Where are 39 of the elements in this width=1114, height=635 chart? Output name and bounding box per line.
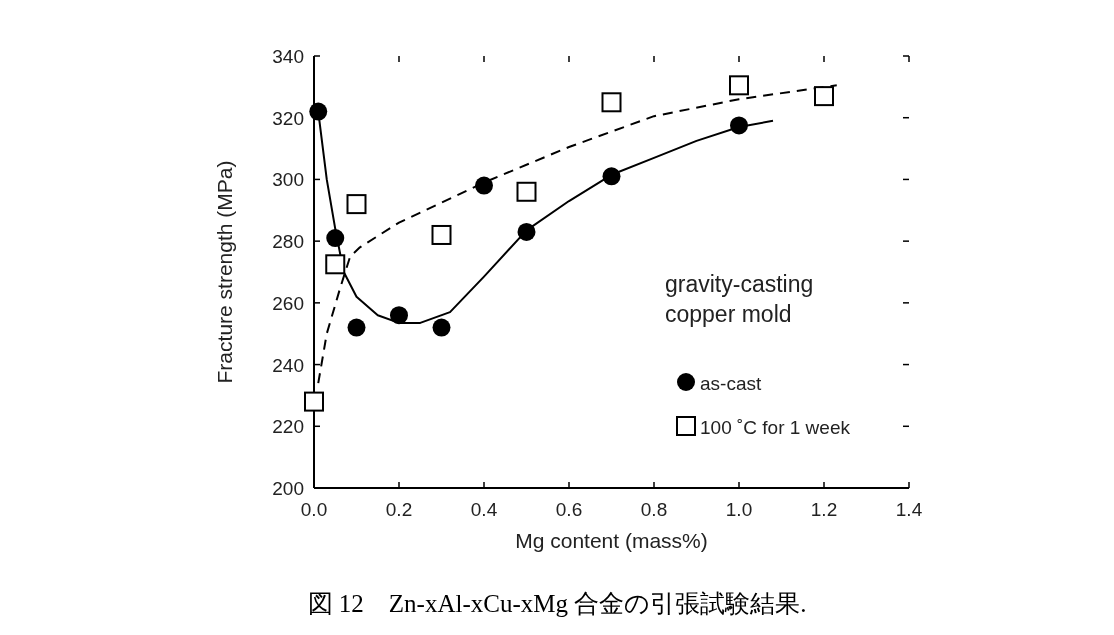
point [602, 167, 621, 186]
x-tick-label: 0.0 [300, 499, 328, 520]
point [601, 92, 622, 113]
point [346, 194, 367, 215]
point [326, 229, 345, 248]
point [516, 181, 537, 202]
point [432, 318, 451, 337]
y-tick-label: 280 [272, 231, 304, 253]
legend-label: as-cast [700, 373, 762, 394]
x-tick-label: 0.2 [385, 499, 413, 520]
annotation: gravity-casting copper mold [665, 271, 814, 327]
point [730, 116, 748, 135]
x-tick-label: 0.4 [470, 499, 498, 520]
y-tick-label: 300 [272, 169, 304, 191]
x-tick-label: 0.8 [640, 499, 668, 520]
y-tick-label: 220 [272, 416, 304, 438]
text: 図 12 Zn-xAl-xCu-xMg 合金の引張試験結果. [307, 590, 807, 617]
y-tick-label: 320 [272, 107, 304, 129]
x-axis-title: Mg content (mass%) [515, 529, 708, 552]
y-tick-label: 240 [272, 354, 304, 376]
x-tick-label: 1.4 [895, 499, 923, 520]
point [390, 306, 408, 325]
y-tick-label: 260 [272, 292, 304, 314]
point [475, 176, 493, 195]
x-tick-label: 0.6 [555, 499, 583, 520]
point [517, 222, 536, 241]
x-tick-label: 1.2 [810, 499, 838, 520]
x-tick-label: 1.0 [725, 499, 753, 520]
point [814, 86, 834, 107]
y-tick-label: 200 [272, 478, 304, 499]
point [347, 318, 366, 337]
y-tick-label: 340 [272, 46, 304, 67]
point [431, 224, 452, 245]
point [729, 75, 749, 96]
point [325, 254, 346, 275]
legend-label: 100 ˚C for 1 week [700, 417, 851, 438]
y-axis-title: Fracture strength (MPa) [213, 160, 236, 384]
point [309, 102, 328, 121]
point [304, 391, 324, 412]
